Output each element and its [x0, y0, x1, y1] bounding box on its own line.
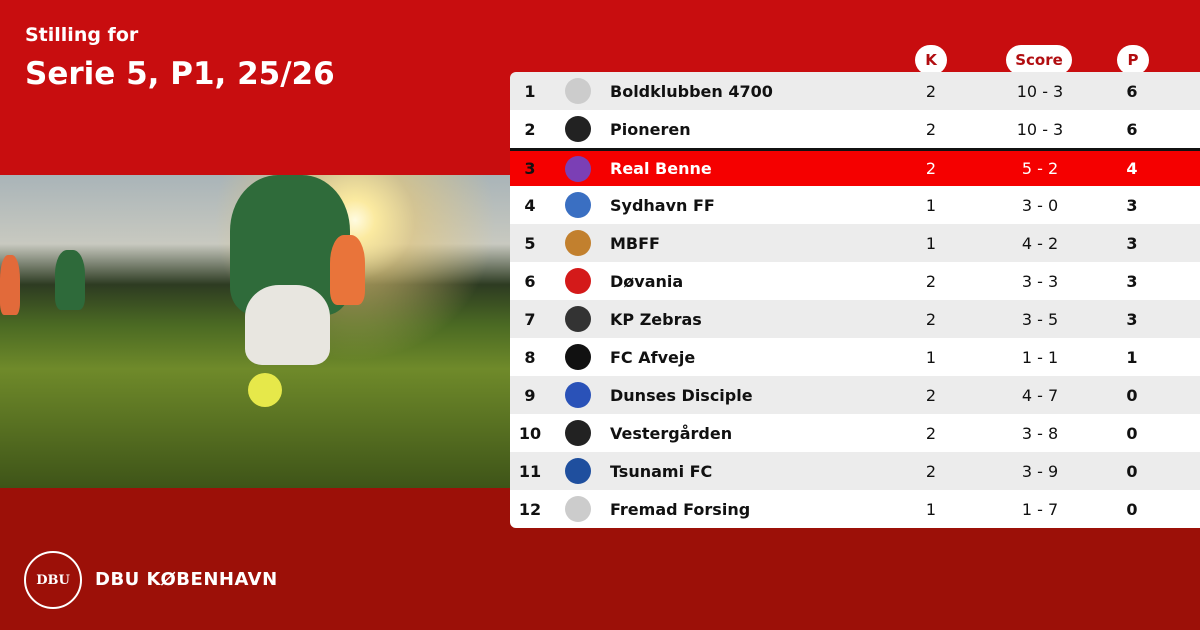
team-logo-icon	[565, 192, 591, 218]
matches-played: 1	[925, 195, 937, 215]
goal-score: 3 - 8	[1021, 423, 1059, 443]
position: 9	[524, 385, 536, 405]
team-logo-icon	[565, 420, 591, 446]
points: 0	[1126, 499, 1138, 519]
table-row[interactable]: 8 FC Afveje 1 1 - 1 1	[510, 338, 1200, 376]
position: 8	[524, 347, 536, 367]
football-photo	[0, 175, 510, 488]
page-title: Serie 5, P1, 25/26	[25, 56, 335, 92]
table-row[interactable]: 7 KP Zebras 2 3 - 5 3	[510, 300, 1200, 338]
team-logo-icon	[565, 382, 591, 408]
matches-played: 2	[925, 159, 937, 178]
team-name[interactable]: Dunses Disciple	[610, 385, 753, 405]
team-name[interactable]: Boldklubben 4700	[610, 81, 773, 101]
points: 0	[1126, 385, 1138, 405]
team-logo-icon	[565, 458, 591, 484]
points: 6	[1126, 81, 1138, 101]
points: 3	[1126, 271, 1138, 291]
table-row[interactable]: 10 Vestergården 2 3 - 8 0	[510, 414, 1200, 452]
matches-played: 1	[925, 499, 937, 519]
dbu-logo: DBU	[24, 551, 82, 609]
team-name[interactable]: Vestergården	[610, 423, 733, 443]
position: 11	[518, 461, 542, 481]
points: 1	[1126, 347, 1138, 367]
matches-played: 2	[925, 119, 937, 139]
column-header-score[interactable]: Score	[1006, 45, 1072, 75]
team-name[interactable]: Fremad Forsing	[610, 499, 751, 519]
goal-score: 3 - 0	[1021, 195, 1059, 215]
team-logo-icon	[565, 496, 591, 522]
team-logo-icon	[565, 78, 591, 104]
points: 3	[1126, 233, 1138, 253]
table-row[interactable]: 4 Sydhavn FF 1 3 - 0 3	[510, 186, 1200, 224]
team-logo-icon	[565, 116, 591, 142]
table-row[interactable]: 12 Fremad Forsing 1 1 - 7 0	[510, 490, 1200, 528]
matches-played: 1	[925, 233, 937, 253]
points: 3	[1126, 309, 1138, 329]
matches-played: 2	[925, 461, 937, 481]
team-logo-icon	[565, 344, 591, 370]
goal-score: 3 - 3	[1021, 271, 1059, 291]
team-name[interactable]: MBFF	[610, 233, 660, 253]
team-name[interactable]: Sydhavn FF	[610, 195, 715, 215]
team-name[interactable]: Real Benne	[610, 159, 712, 178]
table-row[interactable]: 1 Boldklubben 4700 2 10 - 3 6	[510, 72, 1200, 110]
position: 2	[524, 119, 536, 139]
position: 6	[524, 271, 536, 291]
goal-score: 1 - 7	[1021, 499, 1059, 519]
position: 4	[524, 195, 536, 215]
points: 0	[1126, 423, 1138, 443]
goal-score: 10 - 3	[1016, 119, 1064, 139]
matches-played: 2	[925, 309, 937, 329]
position: 12	[518, 499, 542, 519]
team-name[interactable]: Tsunami FC	[610, 461, 713, 481]
team-logo-icon	[565, 268, 591, 294]
position: 5	[524, 233, 536, 253]
goal-score: 3 - 5	[1021, 309, 1059, 329]
position: 1	[524, 81, 536, 101]
points: 6	[1126, 119, 1138, 139]
goal-score: 5 - 2	[1021, 159, 1059, 178]
position: 3	[524, 159, 536, 178]
matches-played: 1	[925, 347, 937, 367]
matches-played: 2	[925, 81, 937, 101]
position: 7	[524, 309, 536, 329]
points: 4	[1126, 159, 1138, 178]
goal-score: 4 - 2	[1021, 233, 1059, 253]
matches-played: 2	[925, 271, 937, 291]
team-logo-icon	[565, 155, 591, 182]
goal-score: 1 - 1	[1021, 347, 1059, 367]
table-row[interactable]: 5 MBFF 1 4 - 2 3	[510, 224, 1200, 262]
matches-played: 2	[925, 385, 937, 405]
goal-score: 10 - 3	[1016, 81, 1064, 101]
position: 10	[518, 423, 542, 443]
matches-played: 2	[925, 423, 937, 443]
points: 0	[1126, 461, 1138, 481]
team-logo-icon	[565, 306, 591, 332]
points: 3	[1126, 195, 1138, 215]
table-row[interactable]: 11 Tsunami FC 2 3 - 9 0	[510, 452, 1200, 490]
table-row[interactable]: 9 Dunses Disciple 2 4 - 7 0	[510, 376, 1200, 414]
column-header-p[interactable]: P	[1117, 45, 1149, 75]
goal-score: 4 - 7	[1021, 385, 1059, 405]
team-name[interactable]: KP Zebras	[610, 309, 702, 329]
table-row[interactable]: 3 Real Benne 2 5 - 2 4	[510, 148, 1200, 186]
table-row[interactable]: 6 Døvania 2 3 - 3 3	[510, 262, 1200, 300]
team-logo-icon	[565, 230, 591, 256]
team-name[interactable]: Pioneren	[610, 119, 691, 139]
page-subtitle: Stilling for	[25, 24, 139, 46]
table-row[interactable]: 2 Pioneren 2 10 - 3 6	[510, 110, 1200, 148]
team-name[interactable]: Døvania	[610, 271, 684, 291]
goal-score: 3 - 9	[1021, 461, 1059, 481]
brand-name: DBU KØBENHAVN	[95, 569, 278, 590]
column-header-k[interactable]: K	[915, 45, 947, 75]
team-name[interactable]: FC Afveje	[610, 347, 696, 367]
